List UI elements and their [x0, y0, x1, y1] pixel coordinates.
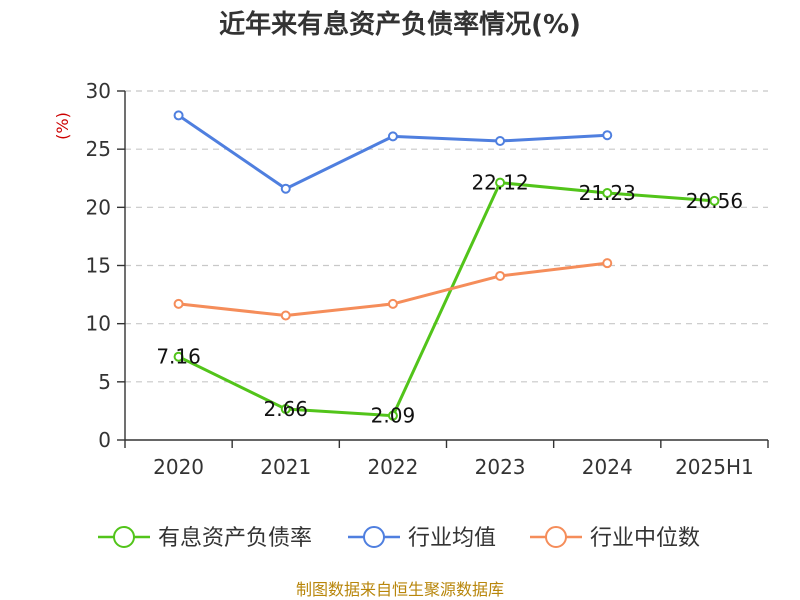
data-point [709, 195, 720, 206]
grid-lines [125, 90, 768, 383]
y-tick-label: 0 [98, 428, 111, 452]
data-point [495, 136, 506, 147]
x-tick-label: 2022 [367, 455, 418, 479]
axes: 0 5 10 15 20 25 30 2020 2021 2022 2023 2024 2025H1 [86, 79, 769, 479]
legend-marker [363, 526, 385, 548]
data-point [495, 270, 506, 281]
data-label: 2.09 [371, 404, 416, 428]
series-行业均值 [173, 110, 613, 194]
series-行业中位数 [173, 258, 613, 321]
x-tick-label: 2021 [260, 455, 311, 479]
data-point [602, 188, 613, 199]
source-note: 制图数据来自恒生聚源数据库 [296, 580, 504, 599]
data-labels: 7.16 2.66 2.09 22.12 21.23 20.56 [156, 171, 743, 428]
data-point [280, 404, 291, 415]
y-tick-label: 10 [86, 312, 111, 336]
chart-title: 近年来有息资产负债率情况(%) [219, 9, 581, 40]
data-label: 20.56 [686, 189, 743, 213]
y-tick-label: 20 [86, 195, 111, 219]
y-axis-label: (%) [53, 112, 72, 140]
x-tick-label: 2024 [582, 455, 633, 479]
data-point [387, 131, 398, 142]
data-point [280, 310, 291, 321]
y-tick-label: 15 [86, 254, 111, 278]
series-有息资产负债率 [173, 177, 720, 421]
y-tick-label: 25 [86, 137, 111, 161]
data-point [280, 183, 291, 194]
data-point [387, 298, 398, 309]
legend-label: 行业均值 [408, 526, 496, 551]
data-point [173, 110, 184, 121]
data-label: 21.23 [579, 181, 636, 205]
series-layer [173, 110, 720, 421]
data-point [602, 258, 613, 269]
series-line [177, 114, 608, 191]
x-tick-label: 2020 [153, 455, 204, 479]
data-label: 22.12 [471, 171, 528, 195]
data-point [173, 351, 184, 362]
legend: 有息资产负债率 行业均值 行业中位数 [98, 526, 700, 551]
data-point [387, 410, 398, 421]
data-label: 7.16 [156, 345, 201, 369]
legend-marker [545, 526, 567, 548]
data-point [602, 130, 613, 141]
data-point [173, 298, 184, 309]
legend-item: 行业中位数 [530, 526, 700, 551]
legend-label: 行业中位数 [590, 526, 700, 551]
y-tick-label: 5 [98, 370, 111, 394]
legend-label: 有息资产负债率 [158, 526, 312, 551]
series-line [177, 181, 715, 418]
x-tick-label: 2025H1 [675, 455, 754, 479]
legend-item: 有息资产负债率 [98, 526, 312, 551]
legend-marker [113, 526, 135, 548]
legend-item: 行业均值 [348, 526, 496, 551]
x-tick-label: 2023 [475, 455, 526, 479]
data-point [495, 177, 506, 188]
y-tick-label: 30 [86, 79, 111, 103]
data-label: 2.66 [263, 397, 308, 421]
